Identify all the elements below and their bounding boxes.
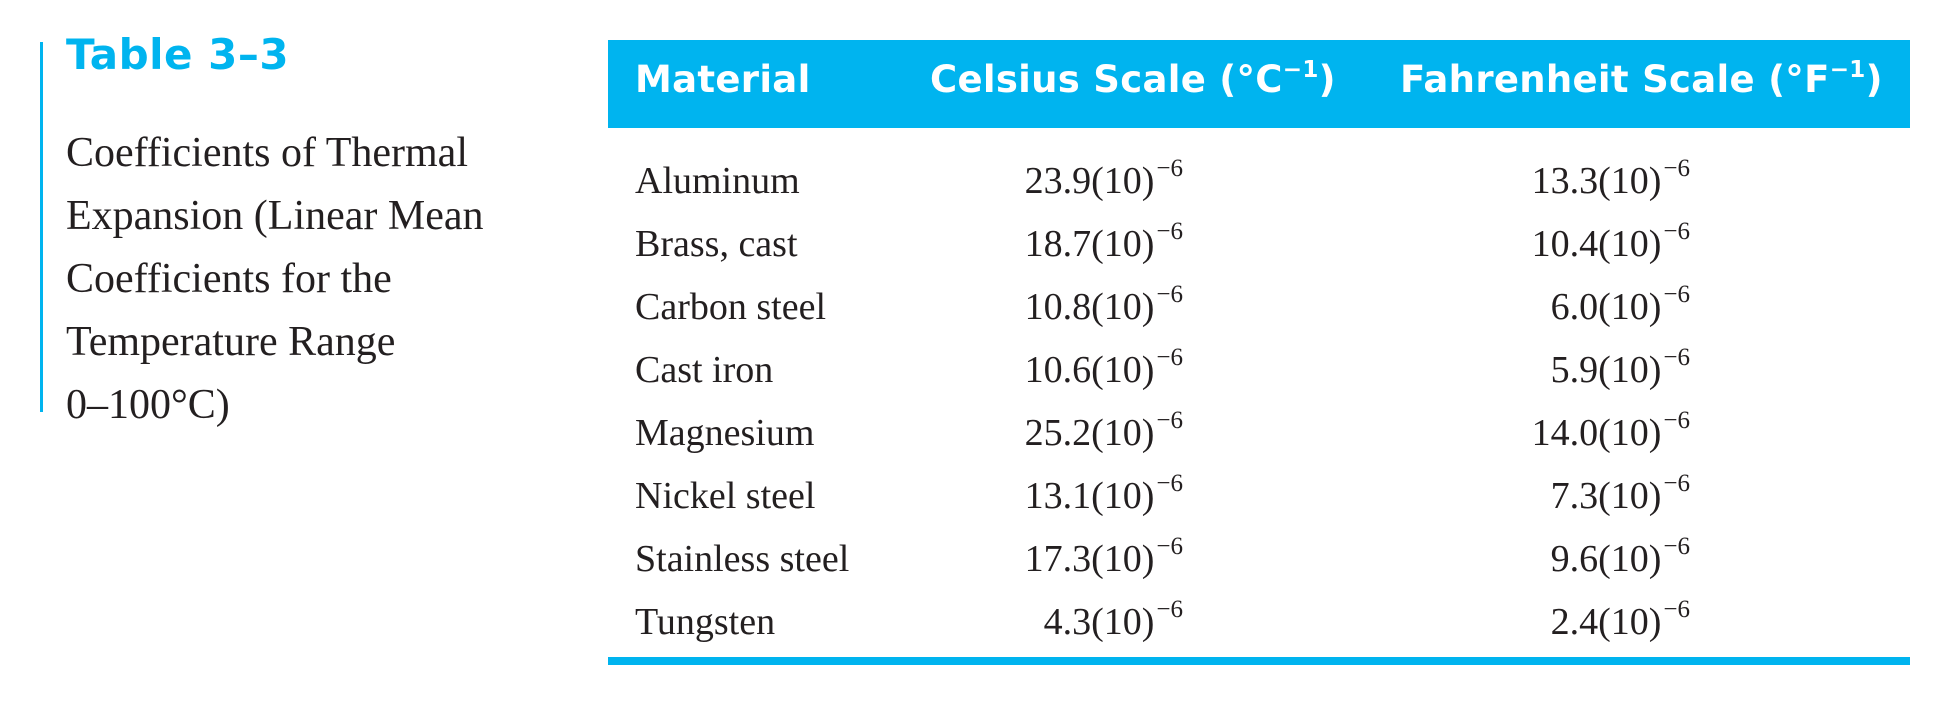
table-row: Aluminum 23.9(10)−6 13.3(10)−6 [0, 150, 1943, 213]
table-row: Carbon steel 10.8(10)−6 6.0(10)−6 [0, 276, 1943, 339]
cell-fahrenheit: 5.9(10)−6 [1550, 344, 1690, 391]
header-material: Material [635, 58, 811, 101]
cell-celsius: 13.1(10)−6 [1024, 470, 1183, 517]
cell-material: Aluminum [635, 160, 800, 202]
cell-material: Magnesium [635, 412, 815, 454]
cell-fahrenheit: 2.4(10)−6 [1550, 596, 1690, 643]
cell-material: Stainless steel [635, 538, 850, 580]
caption-line: Temperature Range [66, 319, 396, 365]
cell-celsius: 10.8(10)−6 [1024, 281, 1183, 328]
table-caption: Coefficients of Thermal Expansion (Linea… [66, 122, 546, 437]
cell-fahrenheit: 7.3(10)−6 [1550, 470, 1690, 517]
cell-celsius: 23.9(10)−6 [1024, 155, 1183, 202]
table-header-bar [608, 40, 1910, 128]
cell-fahrenheit: 9.6(10)−6 [1550, 533, 1690, 580]
table-row: Tungsten 4.3(10)−6 2.4(10)−6 [0, 591, 1943, 654]
cell-celsius: 10.6(10)−6 [1024, 344, 1183, 391]
table-row: Magnesium 25.2(10)−6 14.0(10)−6 [0, 402, 1943, 465]
caption-line: Expansion (Linear Mean [66, 193, 484, 239]
caption-line: Coefficients of Thermal [66, 130, 468, 176]
table-row: Cast iron 10.6(10)−6 5.9(10)−6 [0, 339, 1943, 402]
table-number: Table 3–3 [66, 30, 290, 79]
caption-line: Coefficients for the [66, 256, 392, 302]
cell-material: Nickel steel [635, 475, 816, 517]
caption-side-rule [40, 42, 43, 412]
header-celsius: Celsius Scale (°C−1) [930, 57, 1336, 101]
cell-material: Brass, cast [635, 223, 798, 265]
table-row: Stainless steel 17.3(10)−6 9.6(10)−6 [0, 528, 1943, 591]
table-row: Brass, cast 18.7(10)−6 10.4(10)−6 [0, 213, 1943, 276]
caption-line: 0–100°C) [66, 382, 230, 428]
cell-fahrenheit: 10.4(10)−6 [1531, 218, 1690, 265]
table-body: Aluminum 23.9(10)−6 13.3(10)−6 Brass, ca… [0, 150, 1943, 654]
cell-fahrenheit: 13.3(10)−6 [1531, 155, 1690, 202]
cell-material: Carbon steel [635, 286, 827, 328]
table-row: Nickel steel 13.1(10)−6 7.3(10)−6 [0, 465, 1943, 528]
cell-material: Tungsten [635, 601, 776, 643]
header-fahrenheit: Fahrenheit Scale (°F−1) [1400, 57, 1883, 101]
table-bottom-rule [608, 657, 1910, 665]
cell-fahrenheit: 14.0(10)−6 [1531, 407, 1690, 454]
cell-fahrenheit: 6.0(10)−6 [1550, 281, 1690, 328]
cell-material: Cast iron [635, 349, 774, 391]
cell-celsius: 17.3(10)−6 [1024, 533, 1183, 580]
cell-celsius: 25.2(10)−6 [1024, 407, 1183, 454]
cell-celsius: 18.7(10)−6 [1024, 218, 1183, 265]
cell-celsius: 4.3(10)−6 [1043, 596, 1183, 643]
